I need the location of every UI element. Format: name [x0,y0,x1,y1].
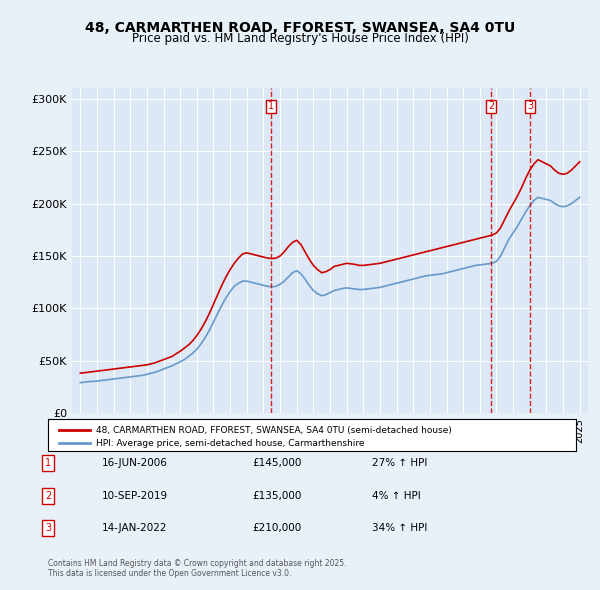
Text: 27% ↑ HPI: 27% ↑ HPI [372,458,427,468]
Text: 10-SEP-2019: 10-SEP-2019 [102,491,168,500]
Text: 1: 1 [45,458,51,468]
Text: £135,000: £135,000 [252,491,301,500]
Text: Contains HM Land Registry data © Crown copyright and database right 2025.
This d: Contains HM Land Registry data © Crown c… [48,559,347,578]
Text: 3: 3 [527,101,533,112]
Text: 48, CARMARTHEN ROAD, FFOREST, SWANSEA, SA4 0TU: 48, CARMARTHEN ROAD, FFOREST, SWANSEA, S… [85,21,515,35]
Text: £145,000: £145,000 [252,458,301,468]
Text: 1: 1 [268,101,274,112]
Text: 16-JUN-2006: 16-JUN-2006 [102,458,168,468]
Text: £210,000: £210,000 [252,523,301,533]
Text: 2: 2 [488,101,494,112]
Text: 34% ↑ HPI: 34% ↑ HPI [372,523,427,533]
Text: Price paid vs. HM Land Registry's House Price Index (HPI): Price paid vs. HM Land Registry's House … [131,32,469,45]
Text: 14-JAN-2022: 14-JAN-2022 [102,523,167,533]
Text: 48, CARMARTHEN ROAD, FFOREST, SWANSEA, SA4 0TU (semi-detached house): 48, CARMARTHEN ROAD, FFOREST, SWANSEA, S… [95,426,451,435]
Text: 3: 3 [45,523,51,533]
Text: HPI: Average price, semi-detached house, Carmarthenshire: HPI: Average price, semi-detached house,… [95,439,364,448]
Text: 4% ↑ HPI: 4% ↑ HPI [372,491,421,500]
Text: 2: 2 [45,491,51,500]
